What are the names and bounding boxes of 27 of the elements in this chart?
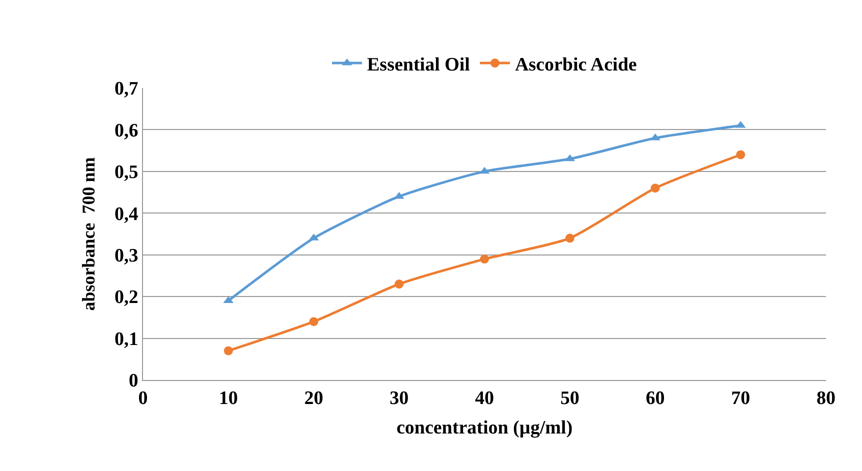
y-tick-label: 0,7 <box>114 78 139 100</box>
y-tick-label: 0,2 <box>114 287 138 308</box>
x-tick-label: 20 <box>304 388 324 409</box>
y-tick-label: 0,1 <box>114 328 138 350</box>
x-tick-label: 70 <box>731 388 750 409</box>
x-axis-title: concentration (µg/ml) <box>396 418 573 439</box>
point <box>309 317 318 326</box>
point <box>394 280 404 289</box>
point <box>480 254 489 264</box>
x-tick-label: 80 <box>816 388 836 409</box>
y-tick-label: 0 <box>128 370 138 392</box>
point <box>736 150 746 160</box>
y-tick-label: 0,5 <box>114 162 138 184</box>
y-tick-label: 0,4 <box>114 204 139 225</box>
y-tick-label: 0,6 <box>114 120 138 142</box>
point <box>224 346 233 356</box>
x-tick-label: 50 <box>560 388 580 409</box>
legend-label: Essential Oil <box>367 54 470 76</box>
y-tick-label: 0,3 <box>114 246 138 267</box>
legend-label: Ascorbic Acide <box>514 54 637 76</box>
x-tick-label: 30 <box>390 388 409 409</box>
point <box>565 234 574 243</box>
point <box>650 184 660 193</box>
y-axis-title: absorbance 700 nm <box>78 157 99 311</box>
x-tick-label: 10 <box>218 388 238 409</box>
x-tick-label: 60 <box>646 388 665 409</box>
x-tick-label: 40 <box>475 388 494 409</box>
